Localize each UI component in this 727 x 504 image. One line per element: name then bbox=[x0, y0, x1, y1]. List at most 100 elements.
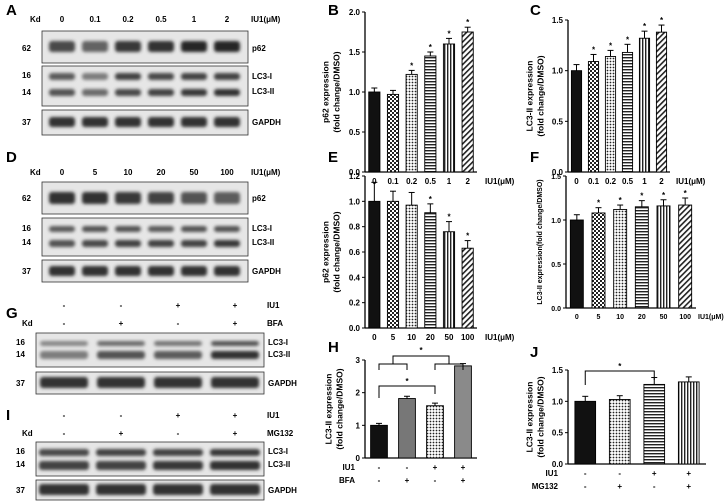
panel-i-label: I bbox=[6, 407, 10, 424]
comparison-bracket bbox=[584, 370, 655, 385]
treatment-sign: + bbox=[461, 476, 466, 485]
y-axis-label-line: LC3-II expression(fold change/DMSO) bbox=[537, 179, 544, 304]
panel-a: A Kd 0 0.1 0.2 0.5 1 2 IU1(μM) 62 16 14 37 p6… bbox=[6, 2, 281, 136]
bar bbox=[405, 204, 418, 329]
x-tick-label: 0.2 bbox=[605, 177, 617, 186]
bar bbox=[643, 383, 666, 465]
panel-a-mw-16: 16 bbox=[22, 71, 31, 80]
bar bbox=[677, 381, 700, 465]
y-tick-label: 1.0 bbox=[552, 67, 564, 76]
blot-a-lc3-strip bbox=[41, 65, 249, 107]
panel-d-band-p62: p62 bbox=[252, 194, 266, 203]
blot-band bbox=[39, 449, 89, 456]
blot-band bbox=[115, 73, 141, 80]
y-tick-label: 1.5 bbox=[551, 174, 561, 181]
treatment-sign: + bbox=[686, 469, 691, 478]
blot-band bbox=[115, 192, 141, 204]
blot-band bbox=[148, 41, 174, 52]
blot-band bbox=[97, 341, 145, 346]
bar bbox=[368, 91, 381, 173]
blot-i-bands bbox=[39, 449, 260, 495]
x-tick-label: 100 bbox=[679, 314, 691, 321]
treatment-name: BFA bbox=[339, 476, 355, 485]
y-tick-label: 0.0 bbox=[349, 324, 361, 333]
y-tick-label: 1.5 bbox=[552, 16, 564, 25]
blot-band bbox=[148, 240, 174, 247]
lane-label: 20 bbox=[157, 168, 166, 177]
blot-band bbox=[82, 226, 108, 232]
panel-d-band-lc3i: LC3-I bbox=[252, 224, 272, 233]
blot-a-p62-strip bbox=[41, 30, 249, 64]
blot-band bbox=[214, 41, 240, 52]
lane-label: 0.1 bbox=[89, 15, 101, 24]
blot-band bbox=[153, 484, 203, 495]
chart-j: 0.0 0.5 1.0 1.5 LC3-II expression(fold chang… bbox=[525, 362, 706, 491]
blot-band bbox=[214, 73, 240, 80]
blot-band bbox=[49, 41, 75, 52]
panel-g-row-bfa: BFA bbox=[267, 319, 283, 328]
panel-a-mw-62: 62 bbox=[22, 44, 31, 53]
bar bbox=[608, 399, 631, 465]
blot-band bbox=[82, 73, 108, 80]
panel-d-label: D bbox=[6, 149, 17, 166]
treatment-sign: + bbox=[233, 319, 238, 328]
y-tick-label: 0.0 bbox=[551, 306, 561, 313]
treatment-sign: + bbox=[433, 463, 438, 472]
treatment-sign: + bbox=[233, 411, 238, 420]
significance-star: * bbox=[597, 199, 601, 208]
bar bbox=[570, 70, 583, 173]
blot-band bbox=[82, 266, 108, 276]
bar bbox=[634, 206, 649, 309]
blot-band bbox=[211, 351, 259, 359]
x-tick-label: 0.2 bbox=[406, 177, 418, 186]
x-tick-label: 50 bbox=[445, 333, 454, 342]
blot-band bbox=[148, 117, 174, 127]
y-axis-label-line: (fold change/DMSO) bbox=[335, 368, 345, 449]
blot-band bbox=[96, 484, 146, 495]
treatment-sign: + bbox=[652, 469, 657, 478]
panel-j-label: J bbox=[530, 344, 538, 361]
y-tick-label: 1.0 bbox=[349, 197, 361, 206]
panel-a-mw-14: 14 bbox=[22, 88, 31, 97]
treatment-sign: - bbox=[618, 469, 621, 478]
treatment-sign: - bbox=[63, 411, 66, 420]
blot-band bbox=[210, 484, 260, 495]
y-tick-label: 0.5 bbox=[552, 429, 564, 438]
y-tick-label: 0.4 bbox=[349, 273, 361, 282]
y-axis-label: LC3-II expression(fold change/DMSO) bbox=[537, 179, 544, 304]
bar bbox=[604, 56, 617, 173]
panel-g: G - - + + - + - + Kd IU1 BFA 16 14 37 LC3-I LC3… bbox=[6, 301, 297, 395]
blot-d-gapdh-strip bbox=[41, 259, 249, 283]
bar bbox=[613, 208, 628, 309]
x-tick-label: 0.1 bbox=[387, 177, 399, 186]
blot-band bbox=[181, 240, 207, 247]
blot-band bbox=[115, 117, 141, 127]
comparison-star: * bbox=[419, 346, 423, 355]
bar bbox=[655, 31, 668, 173]
panel-c-label: C bbox=[530, 2, 541, 19]
blot-g-bands bbox=[40, 341, 259, 388]
y-tick-label: 1.2 bbox=[349, 172, 361, 181]
blot-band bbox=[211, 341, 259, 346]
x-tick-label: 5 bbox=[597, 314, 601, 321]
lane-label: 0 bbox=[60, 15, 65, 24]
blot-band bbox=[40, 341, 88, 346]
blot-band bbox=[97, 351, 145, 359]
blot-band bbox=[148, 266, 174, 276]
y-axis-label-line: (fold change/DMSO) bbox=[332, 51, 342, 132]
treatment-sign: - bbox=[120, 411, 123, 420]
bar bbox=[569, 219, 584, 309]
blot-band bbox=[39, 484, 89, 495]
bar bbox=[426, 405, 444, 459]
significance-star: * bbox=[447, 213, 451, 222]
treatment-sign: - bbox=[177, 319, 180, 328]
blot-band bbox=[115, 41, 141, 52]
x-axis-label: IU1(μM) bbox=[485, 333, 515, 342]
panel-a-mw-37: 37 bbox=[22, 118, 31, 127]
lane-label: 10 bbox=[124, 168, 133, 177]
y-axis-label: LC3-II expression(fold change/DMSO) bbox=[324, 368, 345, 449]
panel-d: D Kd 0 5 10 20 50 100 IU1(μM) 62 16 14 37 p62… bbox=[6, 149, 281, 283]
y-tick-label: 0.2 bbox=[349, 299, 361, 308]
panel-g-mw-16: 16 bbox=[16, 338, 25, 347]
